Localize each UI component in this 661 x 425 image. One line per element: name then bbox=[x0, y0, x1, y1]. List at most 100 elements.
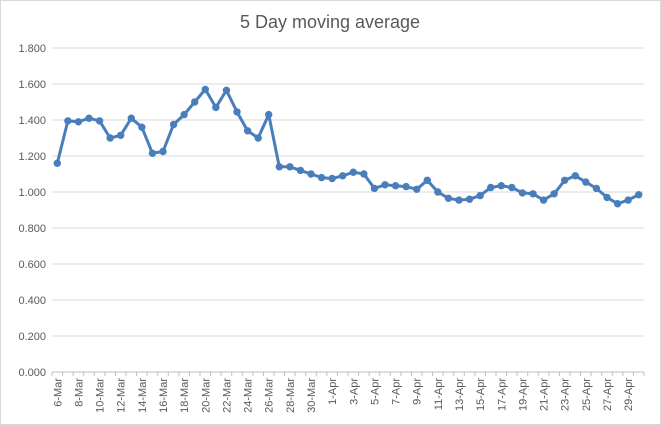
data-point bbox=[328, 174, 336, 183]
x-tick-label: 7-Apr bbox=[391, 378, 403, 405]
y-tick-label: 0.400 bbox=[18, 295, 46, 307]
x-tick-label: 10-Mar bbox=[95, 378, 107, 413]
data-point bbox=[370, 184, 379, 193]
data-point bbox=[95, 117, 104, 125]
x-tick-label: 30-Mar bbox=[306, 378, 318, 413]
data-point bbox=[360, 170, 368, 178]
y-axis: 0.000 0.200 0.400 0.600 0.800 1.000 1.200 1.400… bbox=[18, 43, 46, 379]
x-tick-label: 14-Mar bbox=[137, 378, 149, 413]
x-tick-label: 24-Mar bbox=[243, 378, 255, 413]
data-point bbox=[413, 185, 421, 194]
data-point bbox=[465, 195, 474, 203]
y-tick-label: 0.600 bbox=[18, 259, 46, 271]
data-point bbox=[106, 134, 114, 142]
x-tick-label: 27-Apr bbox=[602, 378, 614, 411]
x-tick-label: 28-Mar bbox=[285, 378, 297, 413]
data-point bbox=[582, 178, 590, 186]
data-point bbox=[402, 182, 410, 191]
chart-title: 5 Day moving average bbox=[240, 12, 420, 32]
data-point bbox=[296, 166, 305, 175]
x-tick-label: 9-Apr bbox=[412, 378, 424, 405]
y-tick-label: 1.200 bbox=[18, 151, 46, 163]
x-tick-label: 23-Apr bbox=[560, 378, 572, 411]
data-point bbox=[117, 131, 125, 140]
data-point bbox=[275, 163, 283, 171]
x-tick-label: 5-Apr bbox=[369, 378, 381, 405]
data-point bbox=[212, 103, 220, 112]
data-point bbox=[624, 196, 632, 204]
data-point bbox=[423, 176, 431, 185]
data-point bbox=[571, 172, 579, 180]
data-point bbox=[74, 118, 83, 126]
y-tick-label: 0.800 bbox=[18, 223, 46, 235]
data-point bbox=[64, 117, 72, 125]
data-point bbox=[550, 190, 558, 198]
x-tick-label: 29-Apr bbox=[623, 378, 635, 411]
data-point bbox=[254, 134, 262, 142]
x-tick-label: 11-Apr bbox=[433, 378, 445, 411]
data-point bbox=[317, 173, 326, 182]
data-point bbox=[391, 182, 400, 190]
data-point bbox=[85, 114, 93, 122]
data-point bbox=[529, 190, 537, 198]
x-tick-label: 21-Apr bbox=[539, 378, 551, 411]
data-point bbox=[476, 191, 484, 200]
x-tick-label: 3-Apr bbox=[348, 378, 360, 405]
data-point bbox=[603, 193, 611, 202]
data-point bbox=[455, 196, 463, 204]
data-point bbox=[265, 110, 273, 119]
data-point bbox=[635, 191, 643, 199]
data-point bbox=[191, 98, 199, 106]
data-point bbox=[518, 189, 527, 197]
data-point bbox=[508, 183, 516, 192]
y-tick-label: 0.200 bbox=[18, 331, 46, 343]
data-point bbox=[539, 196, 548, 204]
x-tick-label: 13-Apr bbox=[454, 378, 466, 411]
x-tick-label: 18-Mar bbox=[179, 378, 191, 413]
x-tick-label: 20-Mar bbox=[200, 378, 212, 413]
x-tick-label: 1-Apr bbox=[327, 378, 339, 405]
x-tick-label: 22-Mar bbox=[221, 378, 233, 413]
x-tick-label: 19-Apr bbox=[517, 378, 529, 411]
y-tick-label: 1.800 bbox=[18, 43, 46, 55]
x-tick-label: 6-Mar bbox=[52, 378, 64, 407]
x-tick-label: 17-Apr bbox=[496, 378, 508, 411]
x-tick-label: 12-Mar bbox=[116, 378, 128, 413]
data-point bbox=[434, 188, 442, 196]
data-point bbox=[201, 85, 209, 94]
data-point bbox=[444, 194, 453, 203]
data-point bbox=[222, 86, 231, 95]
data-point bbox=[561, 176, 569, 185]
data-point bbox=[243, 127, 252, 135]
gridlines bbox=[52, 47, 644, 337]
data-point bbox=[339, 172, 347, 180]
x-tick-label: 25-Apr bbox=[581, 378, 593, 411]
x-tick-label: 8-Mar bbox=[73, 378, 85, 407]
data-point bbox=[53, 159, 61, 167]
data-point bbox=[180, 110, 188, 119]
y-tick-label: 0.000 bbox=[18, 367, 46, 379]
data-point bbox=[487, 183, 495, 192]
data-point bbox=[349, 168, 357, 176]
series-line bbox=[53, 85, 643, 208]
data-point bbox=[613, 200, 622, 208]
data-point bbox=[497, 182, 505, 190]
x-tick-label: 26-Mar bbox=[264, 378, 276, 413]
y-tick-label: 1.600 bbox=[18, 79, 46, 91]
data-point bbox=[148, 149, 157, 158]
data-point bbox=[286, 163, 294, 171]
series-polyline bbox=[55, 87, 640, 206]
x-tick-label: 16-Mar bbox=[158, 378, 170, 413]
data-point bbox=[127, 114, 135, 122]
x-tick-label: 15-Apr bbox=[475, 378, 487, 411]
data-point bbox=[169, 120, 178, 129]
data-point bbox=[138, 123, 146, 131]
y-tick-label: 1.000 bbox=[18, 187, 46, 199]
data-point bbox=[233, 108, 241, 116]
x-axis: 6-Mar 8-Mar 10-Mar 12-Mar 14-Mar 16-Mar 18-Mar… bbox=[51, 371, 645, 413]
data-point bbox=[381, 181, 389, 189]
data-point bbox=[592, 184, 601, 193]
y-tick-label: 1.400 bbox=[18, 115, 46, 127]
